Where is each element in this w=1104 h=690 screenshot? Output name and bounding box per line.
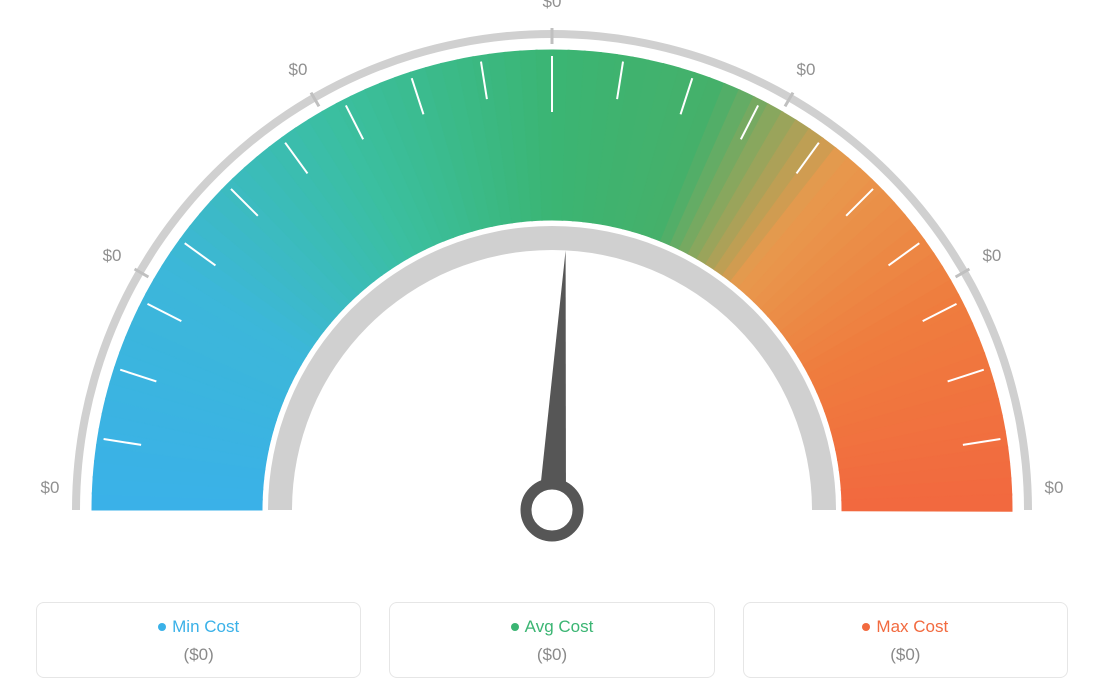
legend-title-text: Min Cost bbox=[172, 617, 239, 636]
legend-dot-icon bbox=[511, 623, 519, 631]
legend-row: Min Cost ($0) Avg Cost ($0) Max Cost ($0) bbox=[36, 602, 1068, 678]
legend-title-text: Max Cost bbox=[876, 617, 948, 636]
avg-cost-card: Avg Cost ($0) bbox=[389, 602, 714, 678]
gauge-tick-label: $0 bbox=[543, 0, 562, 12]
legend-dot-icon bbox=[862, 623, 870, 631]
legend-value: ($0) bbox=[390, 645, 713, 665]
gauge-tick-label: $0 bbox=[797, 60, 816, 80]
gauge-tick-label: $0 bbox=[103, 246, 122, 266]
legend-dot-icon bbox=[158, 623, 166, 631]
gauge-chart: $0 $0 $0 $0 $0 $0 $0 bbox=[0, 0, 1104, 560]
legend-title-text: Avg Cost bbox=[525, 617, 594, 636]
legend-title: Max Cost bbox=[744, 617, 1067, 637]
legend-value: ($0) bbox=[744, 645, 1067, 665]
gauge-tick-label: $0 bbox=[41, 478, 60, 498]
max-cost-card: Max Cost ($0) bbox=[743, 602, 1068, 678]
gauge-tick-label: $0 bbox=[982, 246, 1001, 266]
gauge-needle-hub bbox=[526, 484, 578, 536]
gauge-needle bbox=[538, 250, 566, 510]
legend-title: Avg Cost bbox=[390, 617, 713, 637]
gauge-svg bbox=[0, 0, 1104, 560]
gauge-tick-label: $0 bbox=[289, 60, 308, 80]
legend-title: Min Cost bbox=[37, 617, 360, 637]
min-cost-card: Min Cost ($0) bbox=[36, 602, 361, 678]
gauge-tick-label: $0 bbox=[1045, 478, 1064, 498]
legend-value: ($0) bbox=[37, 645, 360, 665]
